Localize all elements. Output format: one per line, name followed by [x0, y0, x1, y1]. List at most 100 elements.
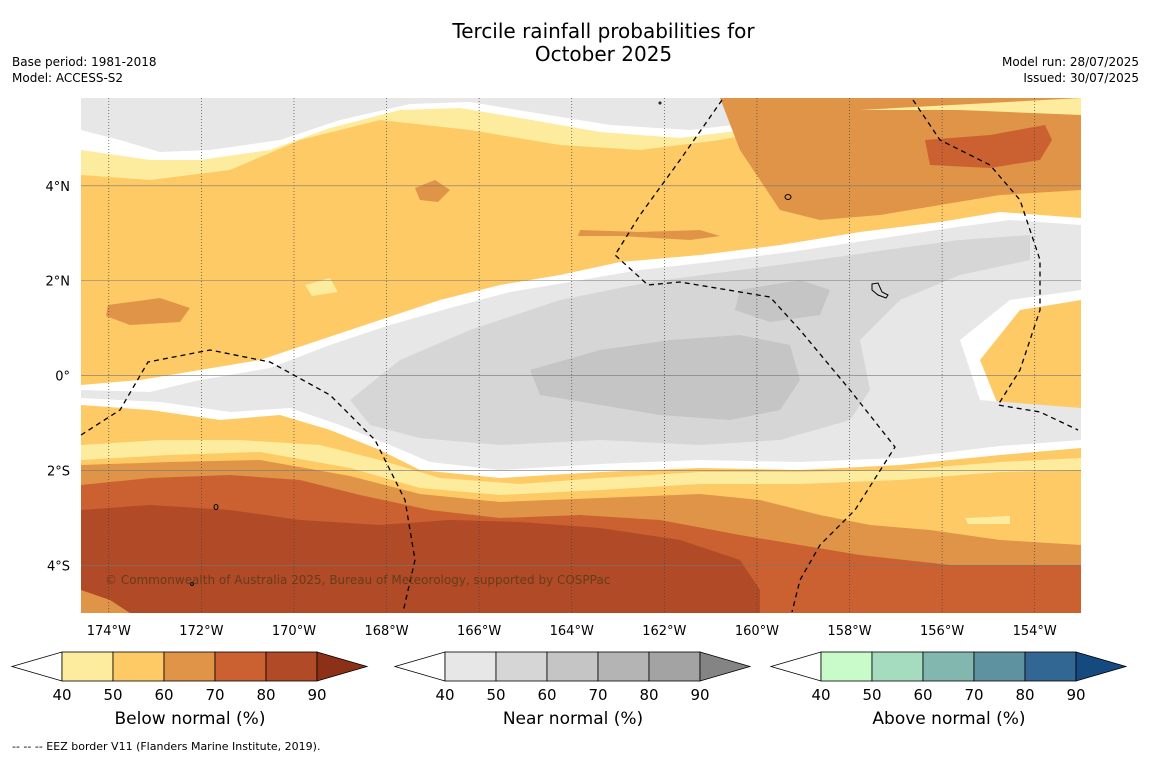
field-below-60-70-strip — [578, 230, 720, 240]
colorbar-tick-label: 60 — [537, 686, 556, 704]
field-below-60-70-ne — [720, 98, 1081, 220]
eez-border-central — [614, 99, 896, 613]
issued-date: Issued: 30/07/2025 — [1023, 71, 1139, 85]
field-near-60-70-east — [735, 280, 830, 322]
colorbar-segment — [1024, 651, 1077, 682]
island-kiritimati — [871, 282, 889, 299]
longitude-labels: 174°W 172°W 170°W 168°W 166°W 164°W 162°W 160°W… — [87, 624, 1057, 639]
title-line-2: October 2025 — [534, 42, 673, 66]
colorbar-above: 40 50 60 70 80 90 — [769, 651, 1128, 704]
colorbar-segment — [112, 651, 165, 682]
colorbar-segment — [871, 651, 924, 682]
meta-left: Base period: 1981-2018 Model: ACCESS-S2 — [12, 54, 157, 86]
lon-tick-label: 156°W — [920, 624, 964, 639]
colorbar-tick-label: 50 — [486, 686, 505, 704]
colorbar-near: 40 50 60 70 80 90 — [393, 651, 752, 704]
colorbar-tick-label: 90 — [307, 686, 326, 704]
colorbar-segment — [495, 651, 548, 682]
probability-fields — [81, 98, 1081, 613]
island-3 — [190, 582, 194, 586]
colorbar-tick-label: 40 — [811, 686, 830, 704]
colorbar-below: 40 50 60 70 80 90 — [10, 651, 369, 704]
eez-border-east — [912, 99, 1079, 431]
lon-tick-label: 164°W — [550, 624, 594, 639]
colorbars: 40 50 60 70 80 90 40 50 60 70 80 90 40 50 60 70 80 90 — [10, 651, 1128, 704]
island-4 — [658, 101, 662, 105]
field-below-60-70-sw — [81, 590, 130, 613]
eez-footnote: -- -- -- EEZ border V11 (Flanders Marine… — [12, 740, 321, 753]
colorbar-tick-label: 80 — [256, 686, 275, 704]
colorbar-segment — [820, 651, 873, 682]
colorbar-segment — [444, 651, 497, 682]
field-below-40-50-south — [81, 440, 1081, 495]
colorbar-tick-label: 60 — [154, 686, 173, 704]
base-period: Base period: 1981-2018 — [12, 55, 157, 69]
field-below-80-90-south — [81, 505, 760, 613]
field-below-60-70-west — [106, 298, 190, 325]
colorbar-tick-label: 40 — [52, 686, 71, 704]
colorbar-tick-label: 50 — [862, 686, 881, 704]
eez-borders — [80, 99, 1079, 613]
colorbar-segment — [214, 651, 267, 682]
gridlines — [81, 98, 1081, 613]
colorbar-tick-label: 90 — [1066, 686, 1085, 704]
colorbar-segment — [597, 651, 650, 682]
colorbar-above-label: Above normal (%) — [872, 709, 1026, 729]
colorbar-tick-label: 80 — [1015, 686, 1034, 704]
lon-tick-label: 162°W — [642, 624, 686, 639]
colorbar-segment — [163, 651, 216, 682]
colorbar-tick-label: 50 — [103, 686, 122, 704]
copyright-text: © Commonwealth of Australia 2025, Bureau… — [105, 573, 610, 587]
colorbar-segment — [648, 651, 701, 682]
field-near-60-70-central — [530, 335, 800, 420]
colorbar-near-label: Near normal (%) — [502, 709, 644, 729]
lon-tick-label: 166°W — [457, 624, 501, 639]
colorbar-tick-label: 70 — [205, 686, 224, 704]
lon-tick-label: 174°W — [87, 624, 131, 639]
colorbar-segment — [265, 651, 318, 682]
lat-tick-label: 2°S — [47, 465, 70, 480]
colorbar-extend-high — [316, 651, 369, 682]
colorbar-tick-label: 80 — [639, 686, 658, 704]
lon-tick-label: 168°W — [364, 624, 408, 639]
lon-tick-label: 158°W — [827, 624, 871, 639]
island-1 — [784, 194, 792, 200]
lat-tick-label: 0° — [55, 370, 70, 385]
model-run: Model run: 28/07/2025 — [1001, 55, 1139, 69]
lon-tick-label: 160°W — [735, 624, 779, 639]
lon-tick-label: 154°W — [1013, 624, 1057, 639]
colorbar-below-label: Below normal (%) — [114, 709, 266, 729]
colorbar-tick-label: 60 — [913, 686, 932, 704]
colorbar-extend-high — [699, 651, 752, 682]
field-below-40-50-ne — [860, 98, 1081, 115]
title-line-1: Tercile rainfall probabilities for — [452, 19, 755, 43]
meta-right: Model run: 28/07/2025 Issued: 30/07/2025 — [1002, 54, 1139, 86]
lon-tick-label: 172°W — [179, 624, 223, 639]
field-below-40-50-patch — [305, 278, 338, 296]
field-below-70-80-ne — [925, 125, 1052, 168]
colorbar-segment — [922, 651, 975, 682]
island-2 — [213, 504, 219, 510]
colorbar-tick-label: 40 — [435, 686, 454, 704]
lat-tick-label: 2°N — [46, 275, 71, 290]
colorbar-segment — [973, 651, 1026, 682]
colorbar-tick-label: 70 — [588, 686, 607, 704]
colorbar-tick-label: 90 — [690, 686, 709, 704]
colorbar-tick-label: 70 — [964, 686, 983, 704]
field-below-60-70-patch — [415, 180, 450, 202]
eez-border-west — [80, 349, 416, 613]
field-near-40-50-north — [81, 98, 850, 152]
colorbar-extend-low — [10, 651, 63, 682]
colorbar-segment — [546, 651, 599, 682]
colorbar-extend-low — [769, 651, 822, 682]
lat-tick-label: 4°S — [47, 560, 70, 575]
lon-tick-label: 170°W — [272, 624, 316, 639]
colorbar-segment — [61, 651, 114, 682]
islands — [190, 101, 889, 586]
colorbar-extend-high — [1075, 651, 1128, 682]
map-title: Tercile rainfall probabilities for Octob… — [0, 20, 1150, 66]
field-below-40-50-se — [965, 516, 1010, 524]
model-name: Model: ACCESS-S2 — [12, 71, 124, 85]
lat-tick-label: 4°N — [46, 180, 71, 195]
